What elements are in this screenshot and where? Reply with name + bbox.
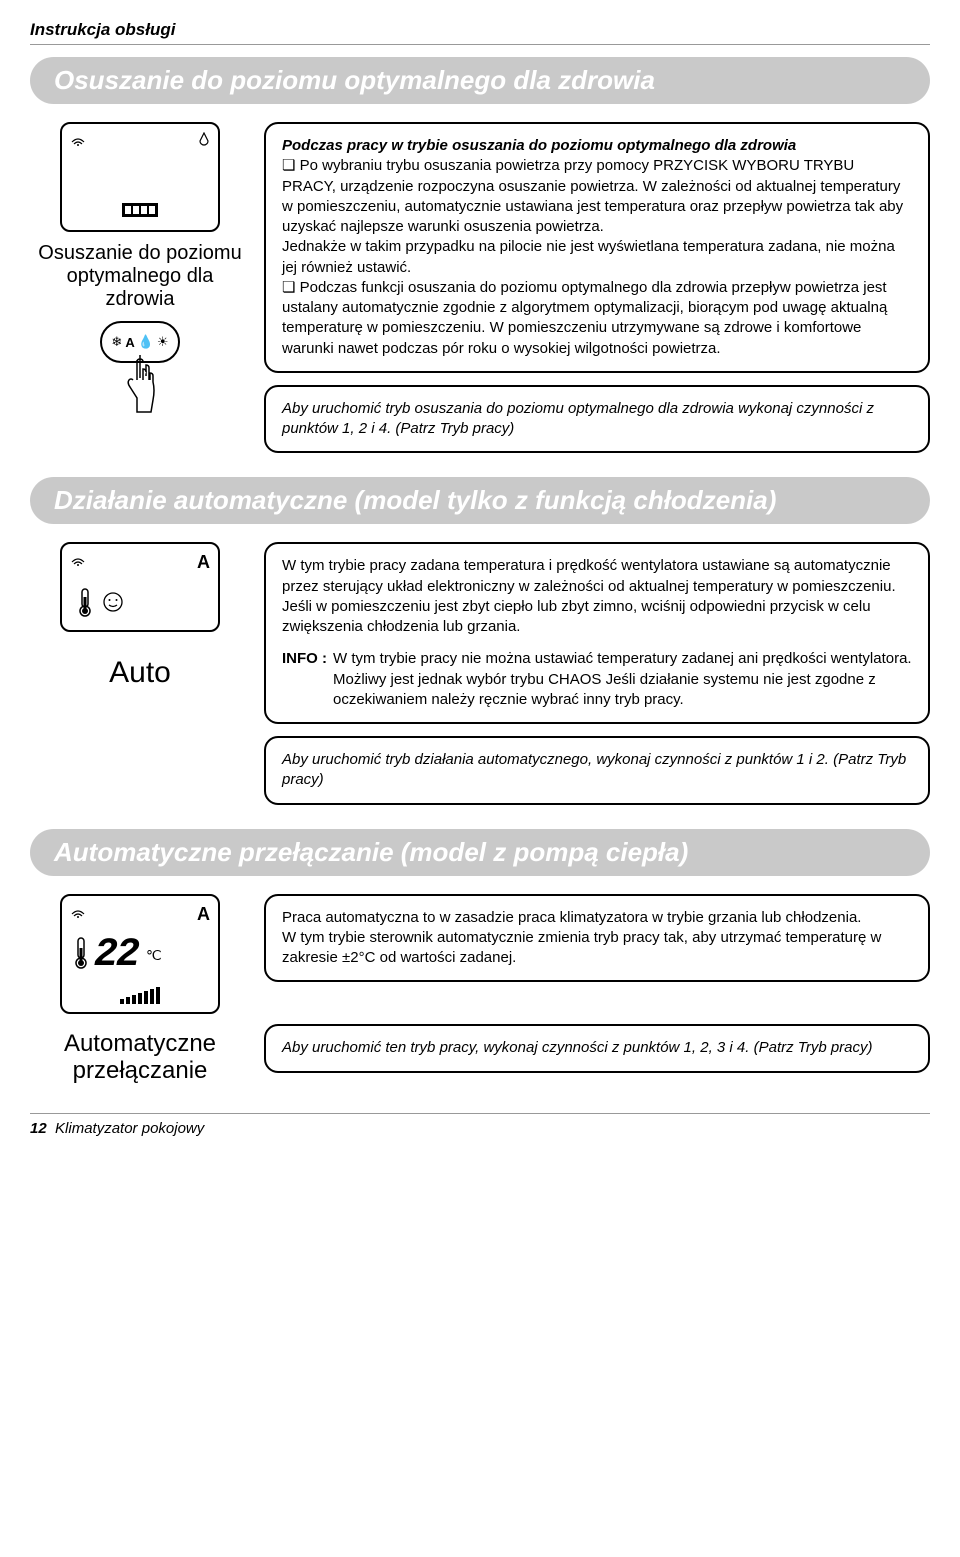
drop-icon [198, 132, 210, 151]
section-title-healthy-dehum: Osuszanie do poziomu optymalnego dla zdr… [30, 57, 930, 104]
section3-left: A 22 ℃ Automatyczne przełączanie [30, 894, 250, 1095]
auto-a-icon: A [197, 552, 210, 573]
thermometer-icon [78, 587, 92, 622]
section3-left-label: Automatyczne przełączanie [30, 1030, 250, 1085]
page-footer: 12 Klimatyzator pokojowy [30, 1113, 930, 1137]
section3-box2: Aby uruchomić ten tryb pracy, wykonaj cz… [264, 1024, 930, 1072]
section2-left: A Auto [30, 542, 250, 816]
section2-box1: W tym trybie pracy zadana temperatura i … [264, 542, 930, 724]
section-title-auto-switch: Automatyczne przełączanie (model z pompą… [30, 829, 930, 876]
section1-box1-lead: Podczas pracy w trybie osuszania do pozi… [282, 136, 912, 156]
section1-right: Podczas pracy w trybie osuszania do pozi… [264, 122, 930, 465]
section1-box1: Podczas pracy w trybie osuszania do pozi… [264, 122, 930, 373]
section2-right: W tym trybie pracy zadana temperatura i … [264, 542, 930, 816]
remote-display-2: A [60, 542, 220, 632]
signal-icon [70, 904, 86, 925]
info-label: INFO : [282, 649, 327, 710]
section2-box2: Aby uruchomić tryb działania automatyczn… [264, 736, 930, 805]
signal-icon [70, 132, 86, 151]
auto-a-icon: A [125, 335, 134, 350]
mode-button[interactable]: ❄ A 💧 ☀ [100, 321, 180, 363]
section1-left: Osuszanie do poziomu optymalnego dla zdr… [30, 122, 250, 465]
footer-label: Klimatyzator pokojowy [55, 1120, 204, 1137]
drop-small-icon: 💧 [138, 334, 154, 350]
temp-unit: ℃ [146, 947, 162, 964]
section1-row: Osuszanie do poziomu optymalnego dla zdr… [30, 122, 930, 465]
sun-icon: ☀ [157, 334, 169, 350]
section3-row: A 22 ℃ Automatyczne przełączanie Praca a… [30, 894, 930, 1095]
section3-box1: Praca automatyczna to w zasadzie praca k… [264, 894, 930, 983]
signal-icon [70, 552, 86, 573]
temp-value: 22 [94, 933, 138, 978]
fan-speed-bars-icon [70, 986, 210, 1004]
remote-display-3: A 22 ℃ [60, 894, 220, 1014]
remote-display-1 [60, 122, 220, 232]
thermometer-icon [74, 936, 88, 975]
section2-left-label: Auto [109, 656, 171, 691]
page-number: 12 [30, 1120, 47, 1137]
hand-pointer-icon [115, 350, 165, 423]
section1-box1-body: ❏ Po wybraniu trybu osuszania powietrza … [282, 156, 912, 359]
snowflake-icon: ❄ [111, 334, 122, 350]
section3-right: Praca automatyczna to w zasadzie praca k… [264, 894, 930, 1095]
section1-left-label: Osuszanie do poziomu optymalnego dla zdr… [30, 242, 250, 311]
auto-a-icon: A [197, 904, 210, 925]
section-title-auto-cooling: Działanie automatyczne (model tylko z fu… [30, 477, 930, 524]
section2-row: A Auto W tym trybie pracy zadana tempera… [30, 542, 930, 816]
section2-box1-info-body: W tym trybie pracy nie można ustawiać te… [333, 649, 912, 710]
face-icon [102, 591, 124, 618]
section1-box2: Aby uruchomić tryb osuszania do poziomu … [264, 385, 930, 454]
fan-bars-icon [122, 203, 158, 222]
page-header: Instrukcja obsługi [30, 20, 930, 45]
section2-box1-p1: W tym trybie pracy zadana temperatura i … [282, 556, 912, 637]
